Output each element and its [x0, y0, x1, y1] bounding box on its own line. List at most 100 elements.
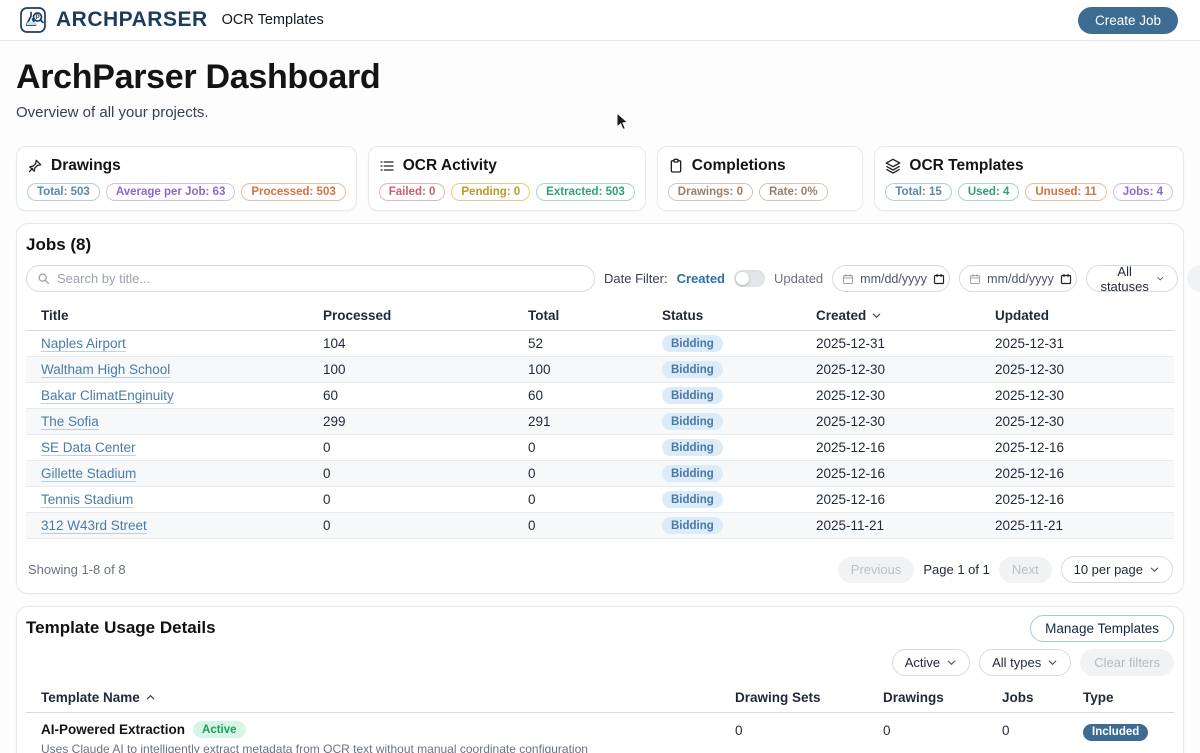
col-created-sort[interactable]: Created — [816, 308, 995, 323]
chevron-down-icon — [871, 310, 882, 321]
job-processed: 100 — [323, 362, 528, 377]
search-box — [26, 265, 595, 292]
table-row: SE Data Center 0 0 Bidding 2025-12-16 20… — [26, 435, 1174, 461]
job-title-link[interactable]: Gillette Stadium — [41, 466, 136, 481]
status-badge: Bidding — [662, 413, 723, 430]
badge-pending: Pending: 0 — [451, 183, 530, 201]
previous-page-button[interactable]: Previous — [838, 557, 915, 583]
date-from-input[interactable]: mm/dd/yyyy — [832, 265, 950, 292]
job-updated: 2025-12-30 — [995, 362, 1174, 377]
clipboard-icon — [668, 158, 684, 174]
job-created: 2025-12-30 — [816, 414, 995, 429]
types-filter-select[interactable]: All types — [979, 649, 1071, 676]
types-filter-value: All types — [992, 655, 1041, 670]
templates-clear-filters-button[interactable]: Clear filters — [1080, 649, 1174, 676]
jobs-table-header: Title Processed Total Status Created Upd… — [26, 305, 1174, 331]
table-row: 312 W43rd Street 0 0 Bidding 2025-11-21 … — [26, 513, 1174, 539]
date-filter-label: Date Filter: — [604, 271, 668, 286]
col-status: Status — [662, 308, 816, 323]
badge-failed: Failed: 0 — [379, 183, 446, 201]
showing-count: Showing 1-8 of 8 — [27, 562, 126, 577]
col-drawing-sets: Drawing Sets — [735, 690, 883, 705]
job-title-link[interactable]: Naples Airport — [41, 336, 126, 351]
stat-card-title: Completions — [692, 157, 786, 175]
badge-extracted: Extracted: 503 — [536, 183, 635, 201]
job-total: 60 — [528, 388, 662, 403]
col-title: Title — [26, 308, 323, 323]
job-created: 2025-11-21 — [816, 518, 995, 533]
statuses-select-value: All statuses — [1099, 264, 1150, 294]
statuses-select[interactable]: All statuses — [1086, 265, 1177, 292]
job-title-link[interactable]: Tennis Stadium — [41, 492, 133, 507]
date-placeholder: mm/dd/yyyy — [860, 272, 927, 286]
chevron-down-icon — [946, 657, 957, 668]
date-to-input[interactable]: mm/dd/yyyy — [959, 265, 1077, 292]
status-badge: Bidding — [662, 491, 723, 508]
pin-icon — [27, 158, 43, 174]
app-logo[interactable]: P ARCHPARSER — [18, 5, 208, 35]
job-updated: 2025-11-21 — [995, 518, 1174, 533]
calendar-picker-icon[interactable] — [1060, 273, 1072, 285]
jobs-panel: Jobs (8) Date Filter: Created Updated mm… — [16, 223, 1184, 594]
col-drawings: Drawings — [883, 690, 1002, 705]
create-job-button[interactable]: Create Job — [1078, 7, 1178, 34]
job-created: 2025-12-30 — [816, 388, 995, 403]
chevron-down-icon — [1047, 657, 1058, 668]
status-badge: Bidding — [662, 387, 723, 404]
col-type: Type — [1083, 690, 1174, 705]
badge-total: Total: 503 — [27, 183, 100, 201]
col-total: Total — [528, 308, 662, 323]
calendar-picker-icon[interactable] — [933, 273, 945, 285]
col-processed: Processed — [323, 308, 528, 323]
job-updated: 2025-12-16 — [995, 492, 1174, 507]
stat-card-ocr-templates: OCR Templates Total: 15Used: 4Unused: 11… — [874, 146, 1184, 211]
calendar-icon — [842, 273, 854, 285]
table-row: Waltham High School 100 100 Bidding 2025… — [26, 357, 1174, 383]
list-icon — [379, 158, 395, 174]
stat-card-title: OCR Templates — [909, 157, 1023, 175]
template-drawing-sets: 0 — [735, 721, 883, 738]
calendar-icon — [969, 273, 981, 285]
templates-filter-row: Active All types Clear filters — [26, 649, 1174, 676]
next-page-button[interactable]: Next — [999, 557, 1052, 583]
date-filter-created-option[interactable]: Created — [677, 271, 725, 286]
job-title-link[interactable]: Bakar ClimatEnginuity — [41, 388, 174, 403]
per-page-select[interactable]: 10 per page — [1061, 556, 1173, 583]
manage-templates-button[interactable]: Manage Templates — [1030, 615, 1174, 642]
template-type-badge: Included — [1083, 724, 1148, 741]
template-description: Uses Claude AI to intelligently extract … — [41, 742, 735, 753]
brand-name: ARCHPARSER — [56, 8, 208, 32]
date-placeholder: mm/dd/yyyy — [987, 272, 1054, 286]
active-filter-select[interactable]: Active — [892, 649, 970, 676]
job-updated: 2025-12-30 — [995, 414, 1174, 429]
job-title-link[interactable]: 312 W43rd Street — [41, 518, 147, 533]
job-created: 2025-12-16 — [816, 440, 995, 455]
col-template-name-sort[interactable]: Template Name — [26, 690, 735, 705]
search-input[interactable] — [57, 271, 584, 286]
table-row: Bakar ClimatEnginuity 60 60 Bidding 2025… — [26, 383, 1174, 409]
template-drawings: 0 — [883, 721, 1002, 738]
job-title-link[interactable]: The Sofia — [41, 414, 99, 429]
jobs-clear-filters-button[interactable]: Clear filters — [1187, 265, 1200, 292]
badge-unused: Unused: 11 — [1025, 183, 1106, 201]
col-updated: Updated — [995, 308, 1174, 323]
archparser-logo-icon: P — [18, 5, 48, 35]
job-processed: 0 — [323, 518, 528, 533]
job-title-link[interactable]: Waltham High School — [41, 362, 170, 377]
job-updated: 2025-12-16 — [995, 466, 1174, 481]
stat-card-completions: Completions Drawings: 0Rate: 0% — [657, 146, 864, 211]
job-processed: 0 — [323, 492, 528, 507]
job-title-link[interactable]: SE Data Center — [41, 440, 136, 455]
date-filter-toggle[interactable] — [734, 270, 765, 287]
chevron-up-icon — [145, 692, 156, 703]
job-created: 2025-12-16 — [816, 466, 995, 481]
jobs-pagination: Showing 1-8 of 8 Previous Page 1 of 1 Ne… — [26, 556, 1174, 583]
jobs-table-body: Naples Airport 104 52 Bidding 2025-12-31… — [26, 331, 1174, 539]
jobs-filter-row: Date Filter: Created Updated mm/dd/yyyy … — [26, 265, 1174, 292]
date-filter-updated-option[interactable]: Updated — [774, 271, 823, 286]
table-row: Gillette Stadium 0 0 Bidding 2025-12-16 … — [26, 461, 1174, 487]
layers-icon — [885, 158, 901, 174]
job-total: 0 — [528, 518, 662, 533]
search-icon — [37, 272, 50, 285]
job-created: 2025-12-16 — [816, 492, 995, 507]
